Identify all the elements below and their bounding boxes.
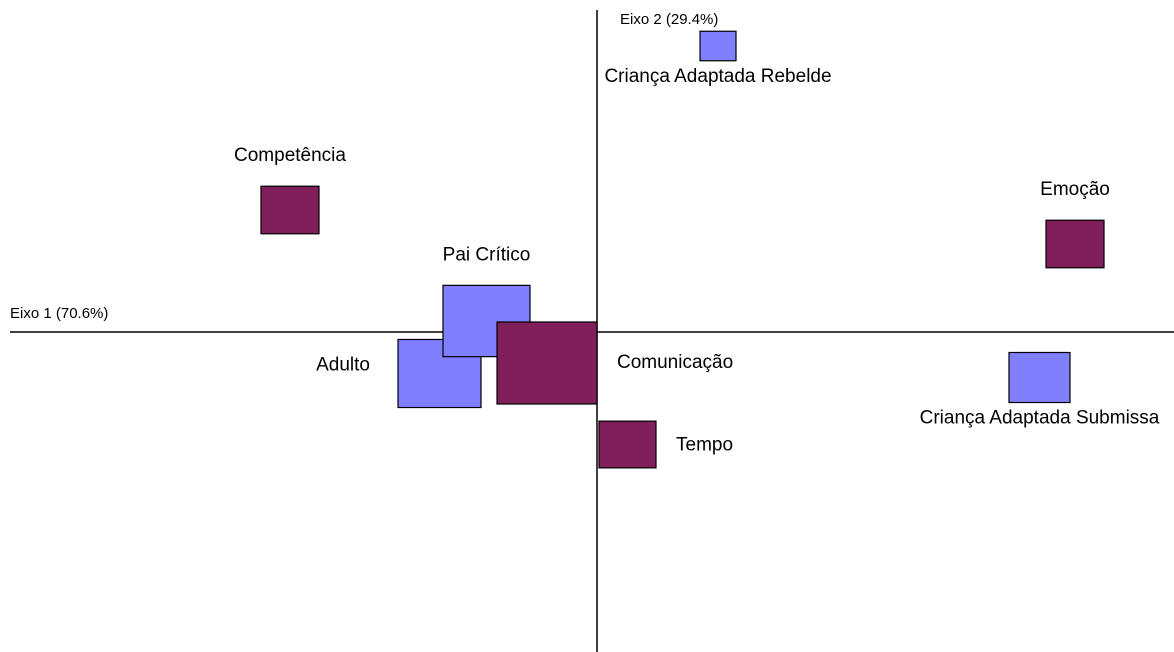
point-label: Criança Adaptada Submissa [920, 408, 1160, 429]
point-label: Competência [234, 145, 346, 166]
point-marker [699, 30, 737, 62]
y-axis-label: Eixo 2 (29.4%) [620, 11, 718, 28]
point-label: Tempo [676, 435, 733, 456]
point-label: Criança Adaptada Rebelde [604, 66, 831, 87]
point-label: Pai Crítico [443, 244, 531, 265]
point-marker [1045, 219, 1105, 269]
x-axis-label: Eixo 1 (70.6%) [10, 305, 108, 322]
point-label: Comunicação [617, 352, 733, 373]
point-label: Adulto [316, 355, 370, 376]
point-marker [260, 185, 320, 235]
point-marker [496, 321, 598, 405]
point-marker [1008, 351, 1071, 404]
point-marker [598, 420, 657, 469]
point-label: Emoção [1040, 179, 1110, 200]
